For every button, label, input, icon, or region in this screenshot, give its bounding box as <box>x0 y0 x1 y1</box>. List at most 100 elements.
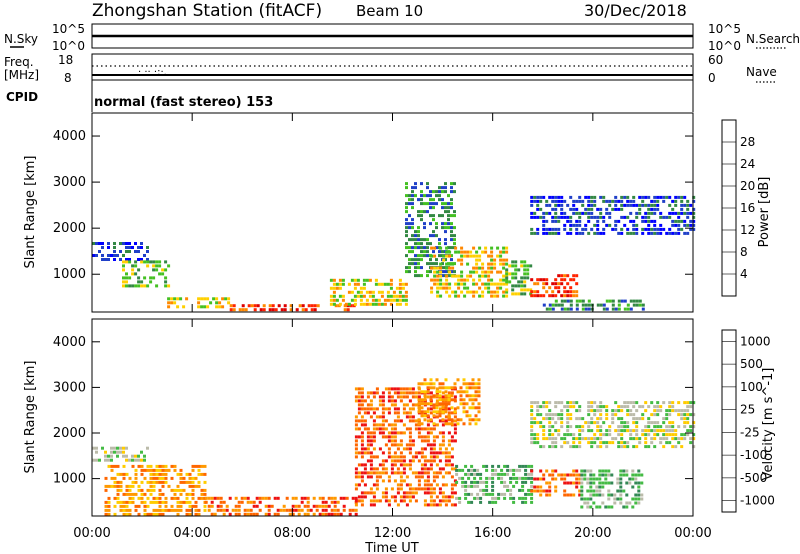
heatmap-cell-7 <box>604 505 608 509</box>
heatmap-cell-4 <box>371 298 375 302</box>
heatmap-cell-6 <box>439 278 443 282</box>
heatmap-cell-7 <box>520 292 524 296</box>
heatmap-cell-1 <box>167 284 171 288</box>
heatmap-cell-5 <box>414 262 417 266</box>
heatmap-cell-10 <box>614 307 618 311</box>
heatmap-cell-3 <box>262 304 266 308</box>
heatmap-cell-5 <box>417 198 420 202</box>
heatmap-cell-3 <box>241 304 245 308</box>
heatmap-cell-5 <box>408 198 411 202</box>
heatmap-cell-1 <box>137 276 141 280</box>
heatmap-cell-3 <box>426 427 430 431</box>
heatmap-cell-8 <box>530 294 534 298</box>
heatmap-cell-7 <box>640 473 644 477</box>
heatmap-cell-4 <box>353 294 357 298</box>
heatmap-cell-3 <box>444 455 448 459</box>
heatmap-cell-8 <box>605 445 609 449</box>
heatmap-cell-5 <box>470 464 474 468</box>
heatmap-cell-3 <box>334 304 338 308</box>
heatmap-cell-1 <box>134 260 138 264</box>
heatmap-cell-1 <box>182 476 186 480</box>
heatmap-cell-8 <box>575 274 579 278</box>
heatmap-cell-3 <box>426 395 430 399</box>
heatmap-cell-3 <box>316 304 320 308</box>
heatmap-cell-8 <box>536 278 540 282</box>
heatmap-cell-5 <box>450 186 453 190</box>
heatmap-cell-1 <box>140 496 144 500</box>
heatmap-cell-4 <box>389 298 393 302</box>
heatmap-cell-7 <box>517 284 521 288</box>
heatmap-cell-8 <box>626 425 630 429</box>
heatmap-cell-1 <box>161 500 165 504</box>
heatmap-cell-10 <box>626 303 630 307</box>
heatmap-cell-3 <box>372 391 376 395</box>
heatmap-cell-7 <box>631 469 635 473</box>
heatmap-cell-3 <box>411 387 415 391</box>
heatmap-cell-1 <box>194 476 198 480</box>
heatmap-cell-8 <box>536 282 540 286</box>
heatmap-cell-5 <box>450 202 453 206</box>
heatmap-cell-3 <box>438 451 442 455</box>
heatmap-cell-9 <box>641 219 645 223</box>
heatmap-cell-3 <box>360 471 364 475</box>
heatmap-cell-9 <box>632 219 636 223</box>
heatmap-cell-5 <box>447 274 450 278</box>
heatmap-cell-9 <box>626 227 630 231</box>
heatmap-cell-6 <box>554 485 558 489</box>
heatmap-cell-6 <box>436 294 440 298</box>
heatmap-cell-5 <box>435 222 438 226</box>
heatmap-cell-1 <box>194 484 198 488</box>
heatmap-cell-3 <box>378 395 382 399</box>
heatmap-cell-6 <box>490 246 494 250</box>
heatmap-cell-1 <box>122 280 125 284</box>
heatmap-cell-8 <box>578 441 582 445</box>
heatmap-cell-0 <box>101 258 104 261</box>
heatmap-cell-3 <box>369 407 373 411</box>
heatmap-cell-9 <box>596 223 600 227</box>
heatmap-cell-2 <box>218 301 222 305</box>
heatmap-cell-5 <box>521 480 525 484</box>
heatmap-cell-1 <box>158 264 162 268</box>
heatmap-cell-8 <box>683 401 687 405</box>
heatmap-cell-10 <box>554 303 558 307</box>
heatmap-cell-8 <box>653 425 657 429</box>
heatmap-cell-1 <box>167 264 171 268</box>
heatmap-cell-6 <box>536 489 540 493</box>
heatmap-cell-3 <box>381 451 385 455</box>
heatmap-cell-3 <box>423 447 427 451</box>
heatmap-cell-3 <box>402 459 406 463</box>
heatmap-cell-8 <box>647 429 651 433</box>
heatmap-cell-4 <box>444 422 448 426</box>
heatmap-cell-3 <box>402 495 406 499</box>
heatmap-cell-9 <box>557 195 561 199</box>
heatmap-cell-6 <box>505 250 509 254</box>
heatmap-cell-8 <box>566 433 570 437</box>
heatmap-cell-2 <box>210 496 214 500</box>
heatmap-cell-9 <box>545 199 549 203</box>
heatmap-cell-4 <box>450 418 454 422</box>
heatmap-cell-3 <box>360 475 364 479</box>
heatmap-cell-3 <box>438 503 442 507</box>
heatmap-cell-2 <box>297 512 301 516</box>
heatmap-cell-3 <box>372 407 376 411</box>
heatmap-cell-8 <box>617 445 621 449</box>
heatmap-cell-3 <box>375 407 379 411</box>
heatmap-cell-2 <box>330 496 334 500</box>
heatmap-cell-6 <box>569 473 573 477</box>
heatmap-cell-9 <box>614 199 618 203</box>
heatmap-cell-5 <box>426 202 429 206</box>
heatmap-cell-9 <box>677 211 681 215</box>
heatmap-cell-1 <box>143 500 147 504</box>
heatmap-cell-8 <box>602 441 606 445</box>
heatmap-cell-4 <box>404 302 408 306</box>
heatmap-cell-10 <box>584 307 588 311</box>
heatmap-cell-3 <box>354 467 358 471</box>
heatmap-cell-3 <box>372 411 376 415</box>
heatmap-cell-7 <box>607 469 611 473</box>
heatmap-cell-0 <box>101 242 104 245</box>
heatmap-cell-3 <box>432 459 436 463</box>
heatmap-cell-2 <box>267 508 271 512</box>
heatmap-cell-9 <box>671 231 675 235</box>
heatmap-cell-5 <box>476 492 480 496</box>
heatmap-cell-8 <box>611 409 615 413</box>
